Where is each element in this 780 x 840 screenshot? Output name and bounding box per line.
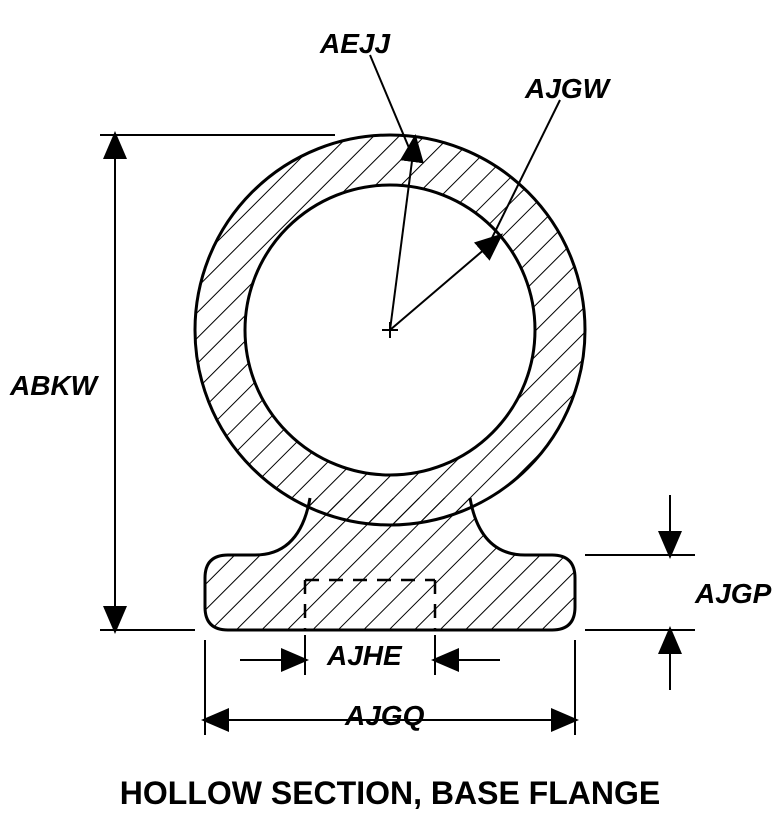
label-aejj: AEJJ [320,28,390,60]
label-ajgp: AJGP [695,578,771,610]
label-abkw: ABKW [10,370,97,402]
diagram-container: AEJJ AJGW ABKW AJGP AJHE AJGQ HOLLOW SEC… [0,0,780,840]
label-ajgq: AJGQ [345,700,424,732]
diagram-title: HOLLOW SECTION, BASE FLANGE [0,775,780,812]
label-ajgw: AJGW [525,73,609,105]
label-ajhe: AJHE [327,640,402,672]
